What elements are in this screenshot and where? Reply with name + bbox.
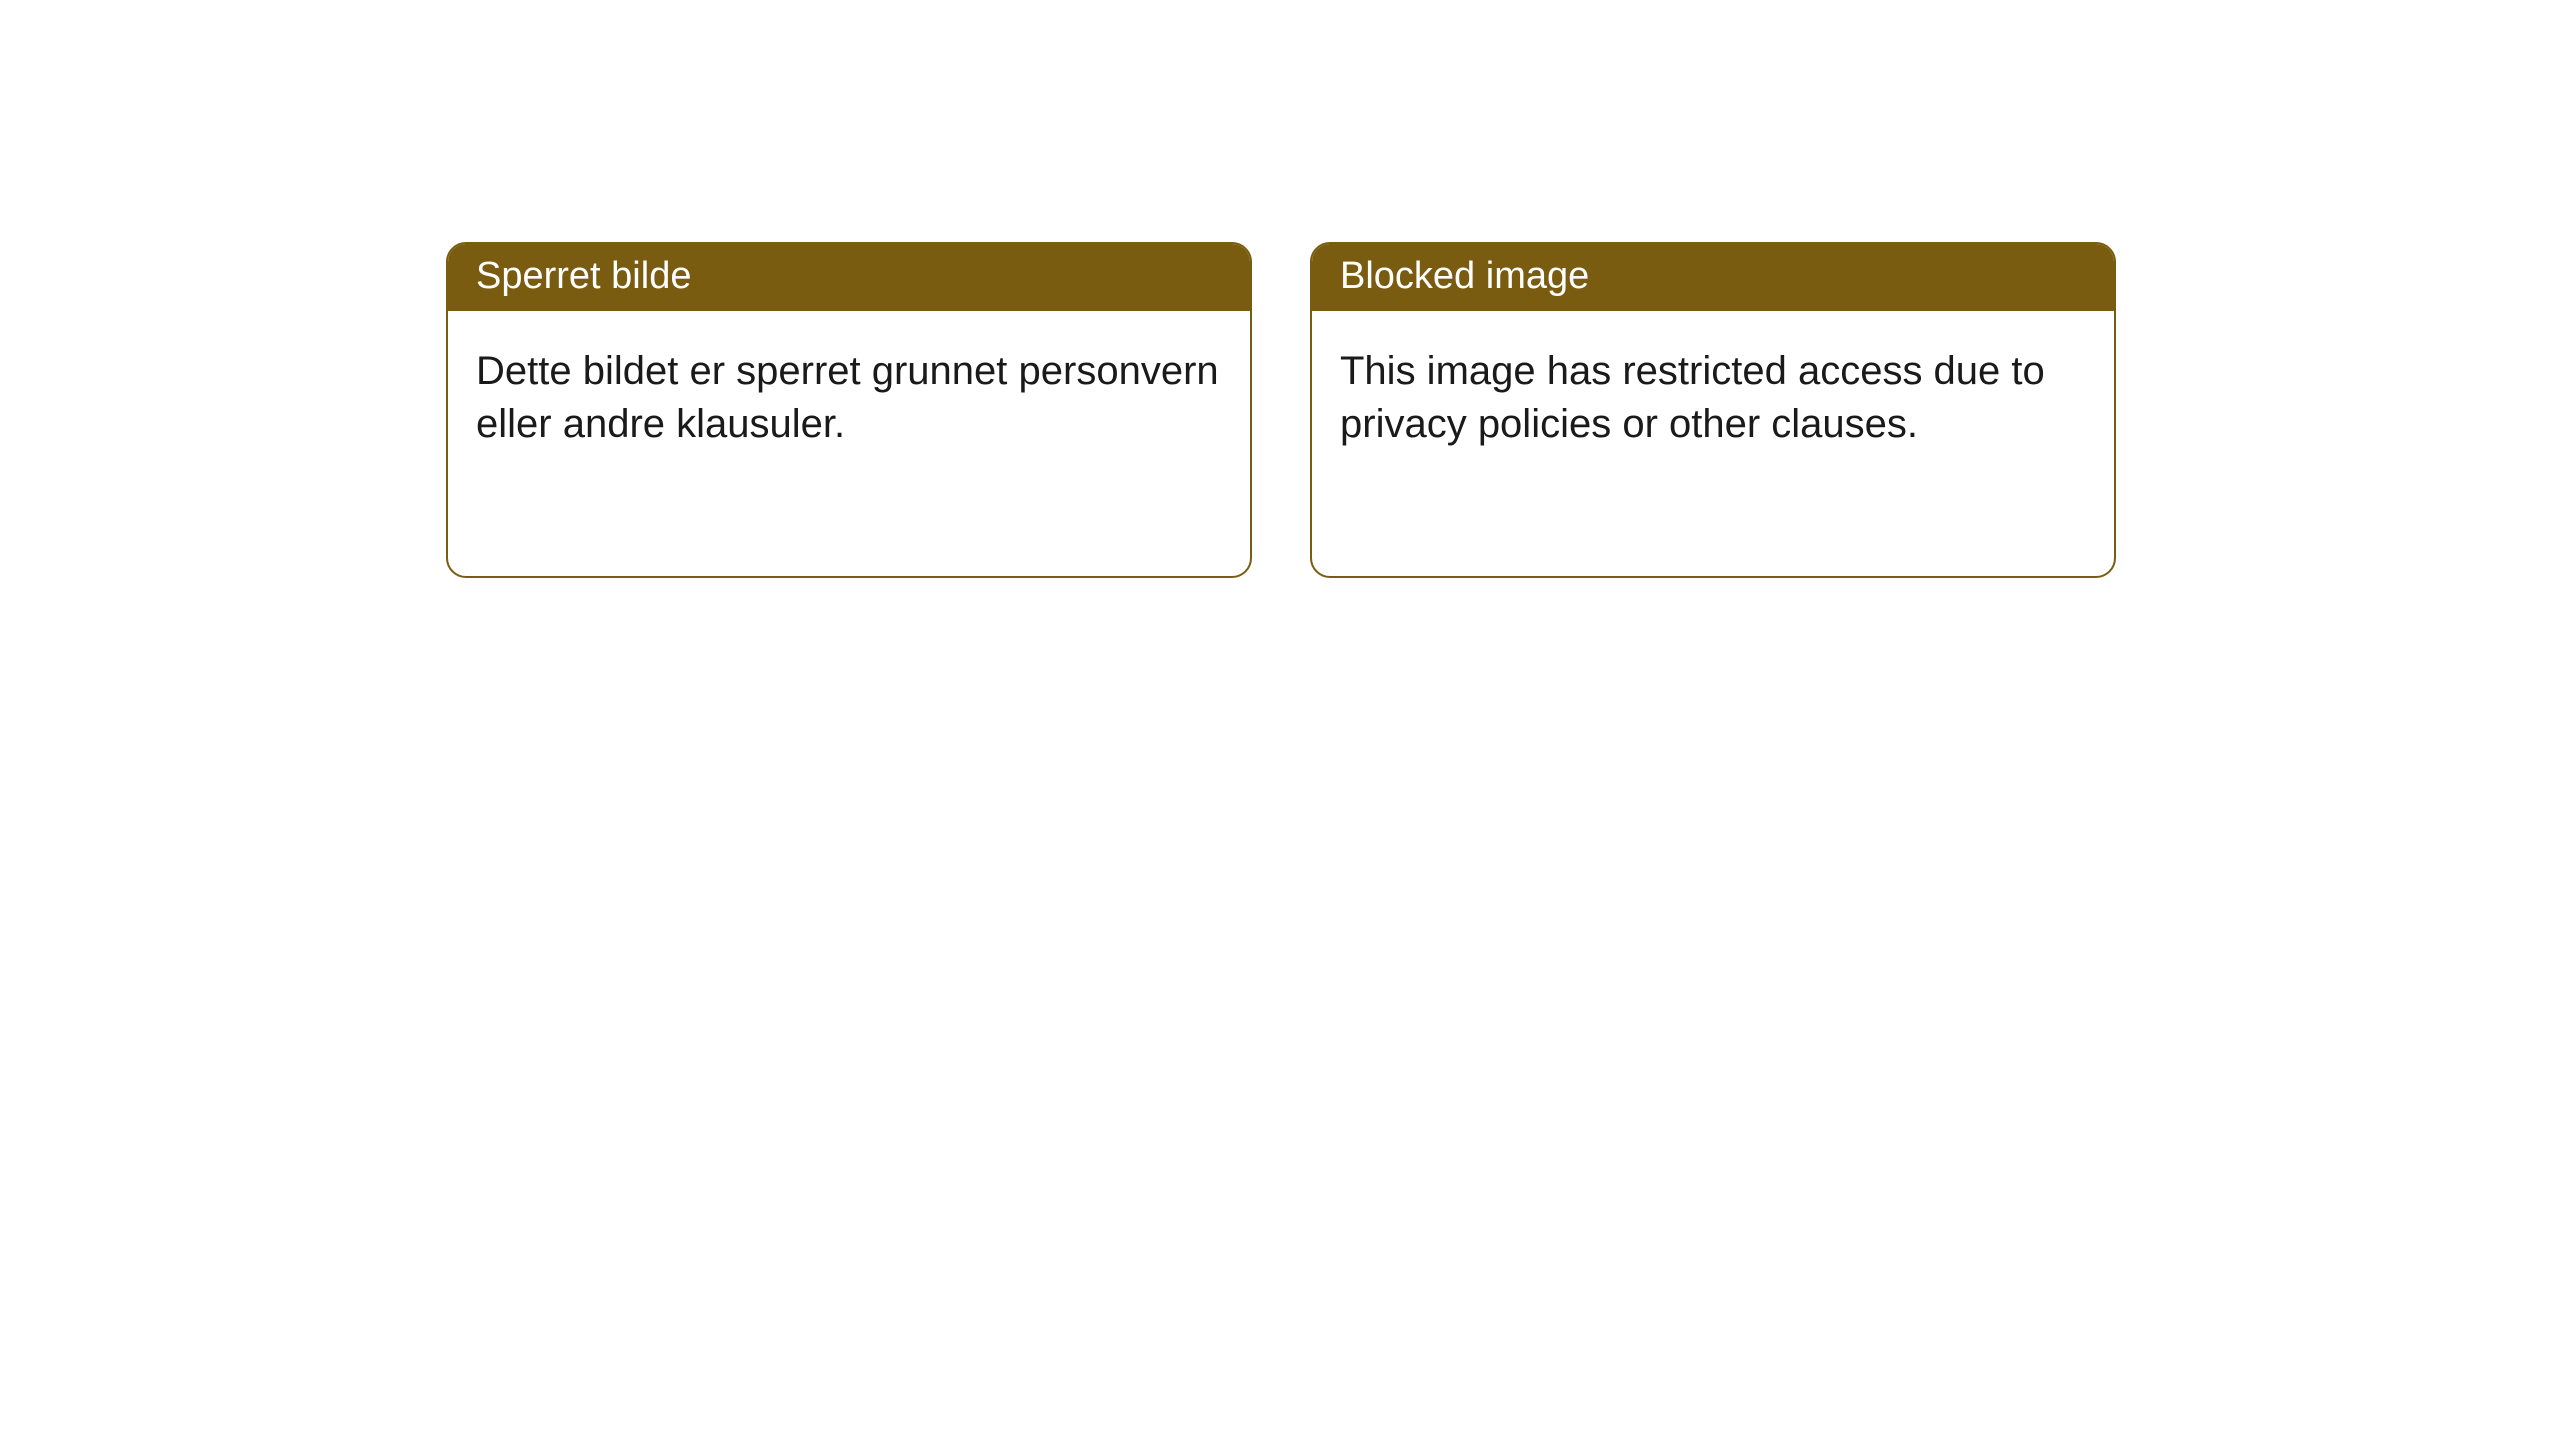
notice-card-norwegian: Sperret bilde Dette bildet er sperret gr…	[446, 242, 1252, 578]
notice-card-container: Sperret bilde Dette bildet er sperret gr…	[0, 0, 2560, 578]
notice-card-body: This image has restricted access due to …	[1312, 311, 2114, 479]
notice-card-body: Dette bildet er sperret grunnet personve…	[448, 311, 1250, 479]
notice-card-title: Blocked image	[1312, 244, 2114, 311]
notice-card-title: Sperret bilde	[448, 244, 1250, 311]
notice-card-english: Blocked image This image has restricted …	[1310, 242, 2116, 578]
